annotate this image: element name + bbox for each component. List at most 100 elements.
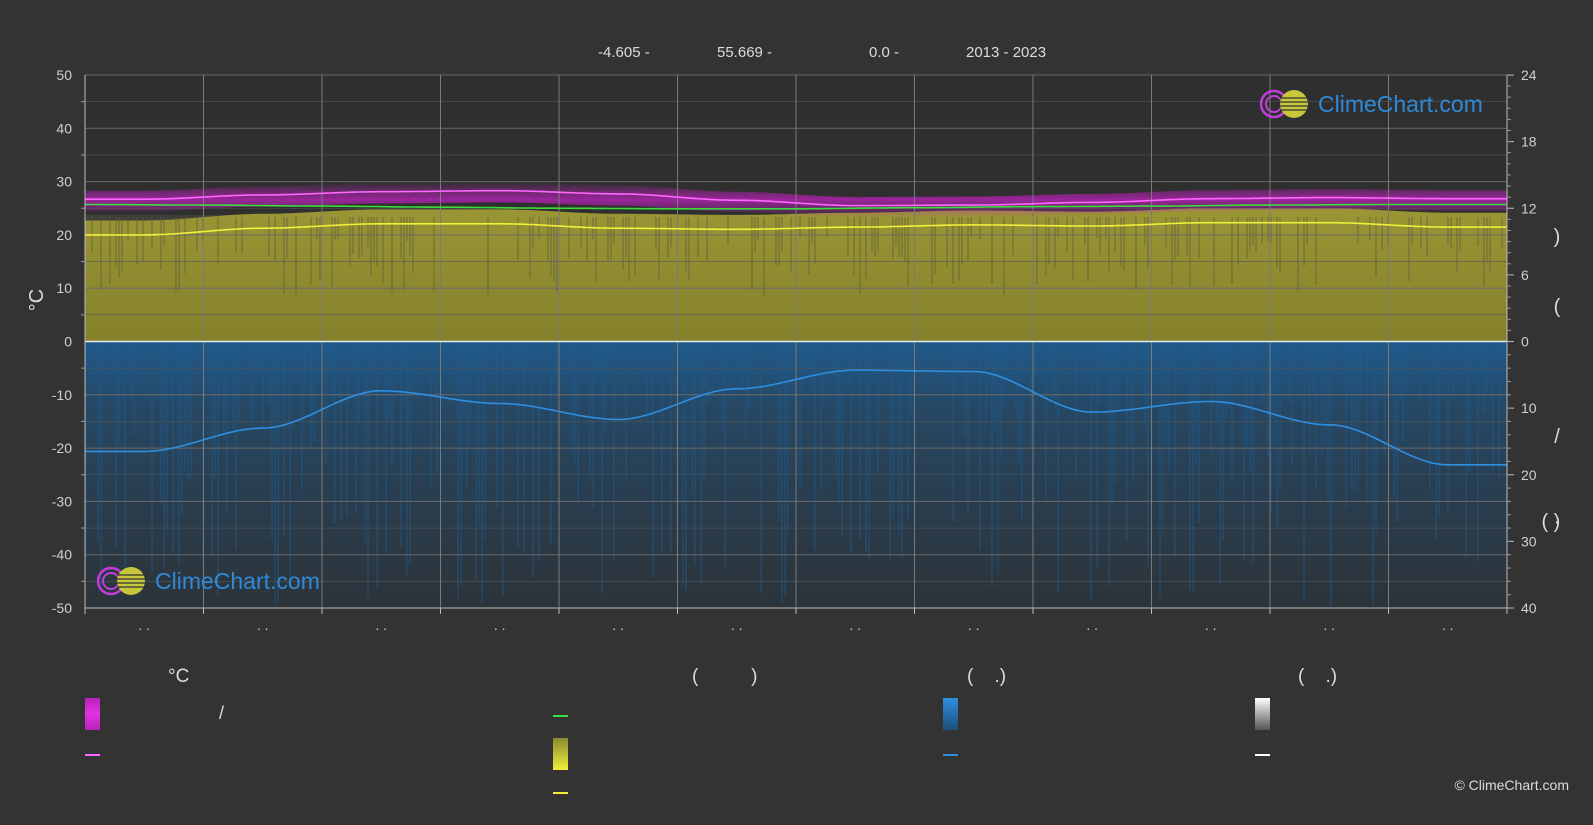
precipitation-texture xyxy=(577,341,579,506)
y-tick-label-right: 6 xyxy=(1521,267,1529,283)
precipitation-texture xyxy=(574,341,576,465)
sunshine-texture xyxy=(751,217,753,291)
precipitation-texture xyxy=(1231,341,1233,483)
sunshine-texture xyxy=(118,217,120,278)
precipitation-texture xyxy=(1303,341,1305,603)
sunshine-texture xyxy=(1189,217,1191,287)
sunshine-texture xyxy=(1426,217,1428,256)
sunshine-texture xyxy=(778,217,780,267)
sunshine-texture xyxy=(1456,217,1458,273)
climechart-logo-icon xyxy=(96,566,145,596)
precipitation-texture xyxy=(1075,341,1077,481)
sunshine-texture xyxy=(1123,217,1125,271)
sunshine-texture xyxy=(895,217,897,246)
precipitation-texture xyxy=(1360,341,1362,399)
precipitation-texture xyxy=(703,341,705,481)
sunshine-texture xyxy=(811,217,813,243)
y-tick-label-left: 30 xyxy=(56,174,72,190)
precipitation-texture xyxy=(739,341,741,389)
sunshine-texture xyxy=(946,217,948,267)
precipitation-texture xyxy=(283,341,285,537)
sunshine-texture xyxy=(1420,217,1422,250)
sunshine-texture xyxy=(1255,217,1257,254)
sunshine-texture xyxy=(1501,217,1503,249)
header-longitude: -4.605 - xyxy=(598,44,650,61)
precipitation-texture xyxy=(838,341,840,504)
precipitation-texture xyxy=(1399,341,1401,401)
precipitation-texture xyxy=(601,341,603,594)
sunshine-texture xyxy=(706,217,708,261)
y-axis-label-right: ) xyxy=(1554,511,1561,533)
sunshine-texture xyxy=(184,217,186,274)
sunshine-texture xyxy=(319,217,321,280)
precipitation-texture xyxy=(571,341,573,452)
sunshine-texture xyxy=(1120,217,1122,267)
sunshine-texture xyxy=(1369,217,1371,241)
y-tick-label-right: 0 xyxy=(1521,334,1529,350)
y-tick-label-right: 18 xyxy=(1521,134,1537,150)
precipitation-texture xyxy=(706,341,708,404)
legend-heading-precipitation: ( .) xyxy=(967,666,1007,687)
precipitation-texture xyxy=(952,341,954,522)
x-tick-label: . . xyxy=(494,617,506,633)
sunshine-texture xyxy=(529,217,531,278)
sunshine-texture xyxy=(1198,217,1200,258)
sunshine-texture xyxy=(568,217,570,258)
precipitation-texture xyxy=(1225,341,1227,417)
precipitation-texture xyxy=(1270,341,1272,514)
sunshine-texture xyxy=(352,217,354,254)
precipitation-texture xyxy=(133,341,135,435)
precipitation-texture xyxy=(1324,341,1326,447)
precipitation-texture xyxy=(1267,341,1269,458)
precipitation-texture xyxy=(289,341,291,580)
sunshine-texture xyxy=(1411,217,1413,246)
precipitation-texture xyxy=(253,341,255,425)
precipitation-texture xyxy=(1147,341,1149,568)
precipitation-texture xyxy=(403,341,405,367)
precipitation-texture xyxy=(1243,341,1245,561)
precipitation-texture xyxy=(1114,341,1116,484)
precipitation-texture xyxy=(907,341,909,520)
precipitation-texture xyxy=(115,341,117,548)
sunshine-texture xyxy=(1246,217,1248,259)
precipitation-texture xyxy=(592,341,594,509)
sunshine-texture xyxy=(556,217,558,292)
sunshine-texture xyxy=(175,217,177,293)
precipitation-texture xyxy=(985,341,987,426)
precipitation-texture xyxy=(1096,341,1098,568)
sunshine-texture xyxy=(1186,217,1188,257)
precipitation-texture xyxy=(460,341,462,586)
y-tick-label-right: 10 xyxy=(1521,400,1537,416)
precipitation-texture xyxy=(1315,341,1317,491)
precipitation-texture xyxy=(277,341,279,603)
sunshine-texture xyxy=(622,217,624,270)
sunshine-texture xyxy=(1270,217,1272,243)
sunshine-texture xyxy=(409,217,411,256)
sunshine-texture xyxy=(1177,217,1179,256)
precipitation-texture xyxy=(355,341,357,512)
precipitation-texture xyxy=(1162,341,1164,534)
sunshine-texture xyxy=(586,217,588,262)
magenta-line-swatch xyxy=(85,754,100,756)
sunshine-texture xyxy=(550,217,552,277)
brand-logo-bottom: ClimeChart.com xyxy=(95,565,320,597)
sunshine-texture xyxy=(1087,217,1089,282)
precipitation-texture xyxy=(799,341,801,488)
sunshine-texture xyxy=(1174,217,1176,261)
sunshine-texture xyxy=(1279,217,1281,274)
precipitation-texture xyxy=(607,341,609,364)
precipitation-texture xyxy=(1420,341,1422,399)
y-tick-label-right: 12 xyxy=(1521,200,1537,216)
precipitation-texture xyxy=(1000,341,1002,458)
y-tick-label-left: 40 xyxy=(56,120,72,136)
precipitation-texture xyxy=(250,341,252,423)
sunshine-texture xyxy=(1213,217,1215,286)
sunshine-texture xyxy=(109,217,111,285)
precipitation-texture xyxy=(430,341,432,488)
precipitation-texture xyxy=(1366,341,1368,506)
sunshine-texture xyxy=(547,217,549,261)
precipitation-texture xyxy=(1054,341,1056,409)
sunshine-texture xyxy=(400,217,402,259)
precipitation-texture xyxy=(685,341,687,592)
y-tick-label-left: 10 xyxy=(56,280,72,296)
